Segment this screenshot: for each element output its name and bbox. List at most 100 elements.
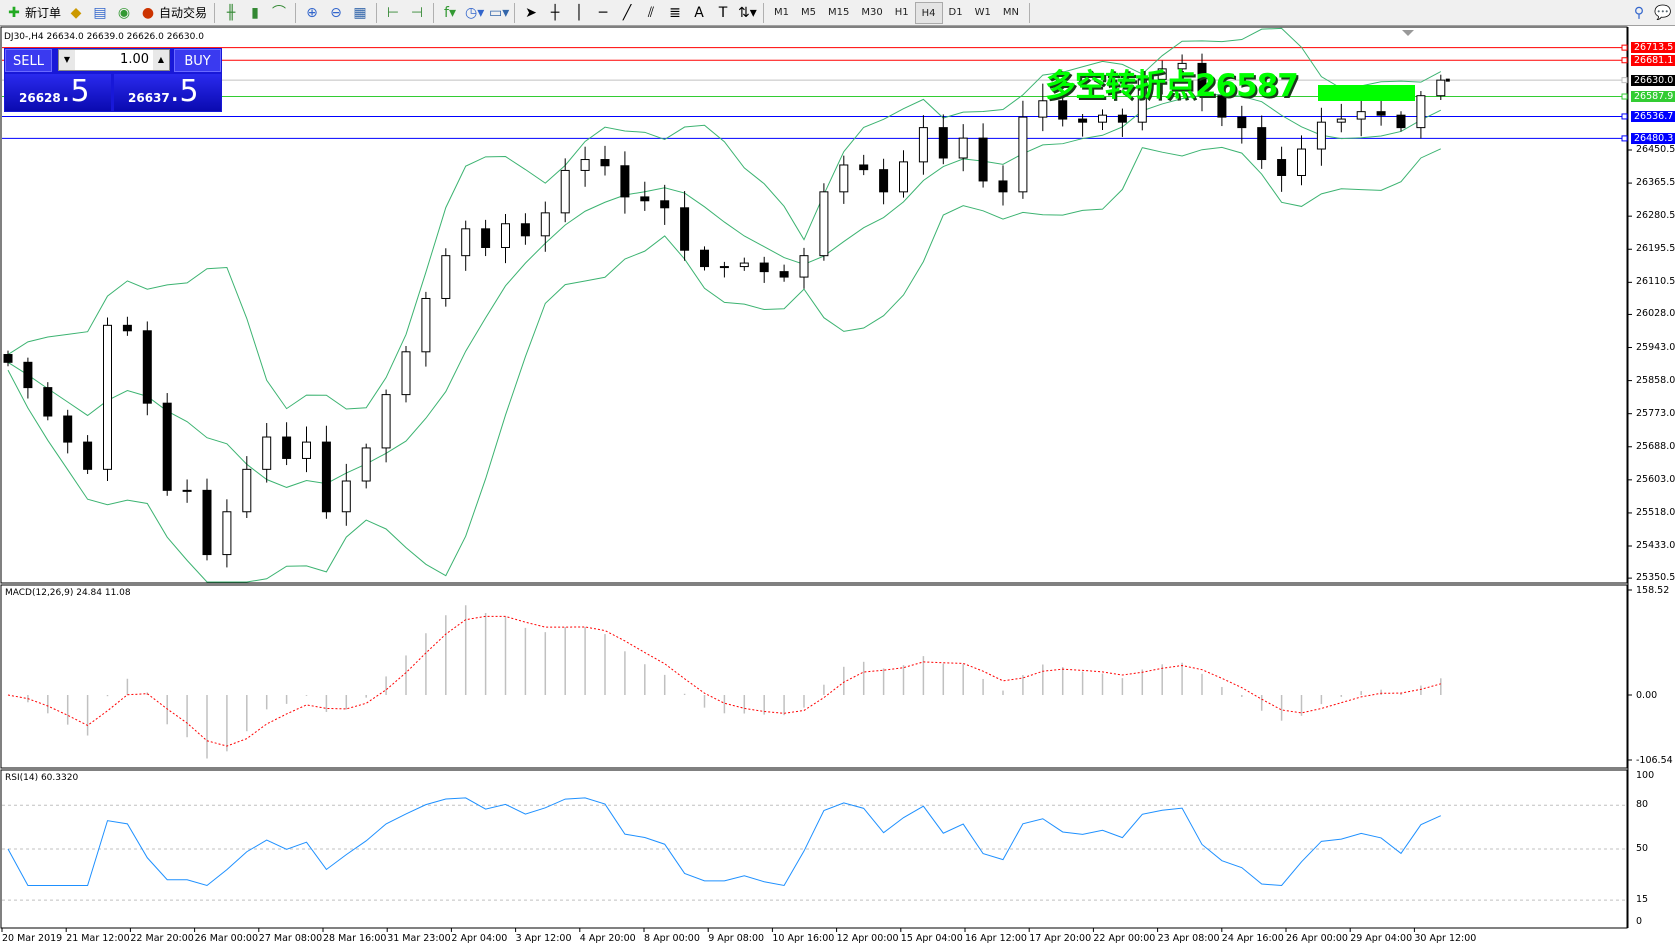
auto-trading-button[interactable]: ● 自动交易 [136,2,210,24]
periods-button[interactable]: ◷▾ [462,2,486,24]
cursor-icon: ➤ [525,4,537,21]
timeframe-h1[interactable]: H1 [894,6,909,18]
vertical-line-icon: │ [574,4,584,21]
bear-candle [321,441,331,513]
timeframe-m5[interactable]: M5 [801,6,817,18]
channel-button[interactable]: ⫽ [639,2,663,24]
new-order-icon: ✚ [8,4,20,21]
sell-price[interactable]: 26628 .5 [5,74,111,111]
search-icon: ⚲ [1633,4,1645,21]
arrows-button[interactable]: ⇅▾ [735,2,759,24]
time-label: 22 Mar 20:00 [130,933,194,944]
timeframe-m1[interactable]: M1 [774,6,790,18]
text-button[interactable]: A [687,2,711,24]
sell-button[interactable]: SELL [5,49,52,72]
price-tick-label: 25858.0 [1636,374,1675,386]
rsi-line [7,797,1442,887]
price-level-label: 26587.9 [1631,91,1675,103]
buy-button[interactable]: BUY [174,49,221,72]
rsi-tick-label: 100 [1636,770,1655,781]
timeframe-d1[interactable]: D1 [948,6,963,18]
templates-button[interactable]: ▭▾ [486,2,510,24]
tile-windows-button[interactable]: ▦ [348,2,372,24]
bull-candle [839,164,849,193]
bull-candle [1416,95,1426,129]
lot-decrease-button[interactable]: ▼ [59,50,75,70]
bull-candle [441,255,451,299]
search-button[interactable]: ⚲ [1627,2,1651,24]
terminal-button[interactable]: ▤ [88,2,112,24]
timeframe-w1[interactable]: W1 [974,6,991,18]
bear-candle [1217,95,1227,118]
time-label: 16 Apr 12:00 [965,933,1027,944]
bear-candle [3,354,13,363]
turning-point-annotation[interactable]: 多空转折点26587 [1045,68,1299,104]
fibonacci-button[interactable]: ≣ [663,2,687,24]
bear-candle [1257,127,1267,161]
timeframe-m15[interactable]: M15 [828,6,850,18]
meta-editor-button[interactable]: ◆ [64,2,88,24]
bar-chart-icon: ╫ [226,4,236,21]
timeframe-mn[interactable]: MN [1002,6,1019,18]
new-order-label: 新订单 [25,6,62,20]
chart-shift-marker [1402,30,1414,36]
trendline-icon: ╱ [622,4,632,21]
bar-chart-button[interactable]: ╫ [219,2,243,24]
timeframe-h4[interactable]: H4 [914,1,943,24]
candlestick-icon: ▮ [251,4,259,21]
terminal-icon: ▤ [93,4,107,21]
zoom-out-icon: ⊖ [330,4,342,21]
text-label-button[interactable]: T [711,2,735,24]
bear-candle [978,137,988,182]
arrows-icon: ⇅▾ [738,4,757,21]
bear-candle [859,164,869,171]
horizontal-line-button[interactable]: ─ [591,2,615,24]
chat-button[interactable]: 💬 [1651,2,1675,24]
time-label: 20 Mar 2019 [2,933,63,944]
lot-size-field[interactable]: ▼ 1.00 ▲ [58,49,170,71]
zoom-out-button[interactable]: ⊖ [324,2,348,24]
bear-candle [938,127,948,159]
cursor-button[interactable]: ➤ [519,2,543,24]
bear-candle [759,262,769,273]
bear-candle [1376,111,1386,116]
level-handle [1621,113,1628,120]
line-chart-button[interactable]: ⌒ [267,2,291,24]
bull-candle [899,161,908,193]
crosshair-button[interactable]: ┼ [543,2,567,24]
price-level-label: 26630.0 [1631,74,1675,86]
bollinger-lower [7,146,1442,583]
bear-candle [481,228,491,248]
time-label: 23 Apr 08:00 [1157,933,1220,944]
lot-increase-button[interactable]: ▲ [153,50,169,70]
bull-candle [719,266,729,269]
bull-candle [918,127,928,163]
bear-candle [640,196,650,202]
indicators-button[interactable]: f▾ [438,2,462,24]
zoom-in-button[interactable]: ⊕ [300,2,324,24]
bear-candle [600,159,610,167]
indicators-icon: f▾ [444,4,457,21]
time-label: 17 Apr 20:00 [1029,933,1092,944]
candlestick-button[interactable]: ▮ [243,2,267,24]
price-level-label: 26536.7 [1631,110,1675,122]
trendline-button[interactable]: ╱ [615,2,639,24]
bull-candle [1038,100,1048,118]
price-tick-label: 26280.5 [1636,210,1675,222]
buy-price[interactable]: 26637 .5 [114,74,221,111]
separator [514,2,516,23]
price-level-label: 26681.1 [1631,54,1675,66]
signals-button[interactable]: ◉ [112,2,136,24]
timeframe-m30[interactable]: M30 [861,6,883,18]
time-label: 29 Apr 04:00 [1350,933,1413,944]
new-order-button[interactable]: ✚ 新订单 [2,2,64,24]
chart-shift-button[interactable]: ⊢ [381,2,405,24]
horizontal-line-icon: ─ [598,4,608,21]
bear-candle [620,165,630,198]
rsi-tick-label: 80 [1636,799,1649,811]
bull-candle [302,441,311,459]
price-tick-label: 25350.5 [1636,572,1675,584]
autoscroll-button[interactable]: ⊣ [405,2,429,24]
vertical-line-button[interactable]: │ [567,2,591,24]
